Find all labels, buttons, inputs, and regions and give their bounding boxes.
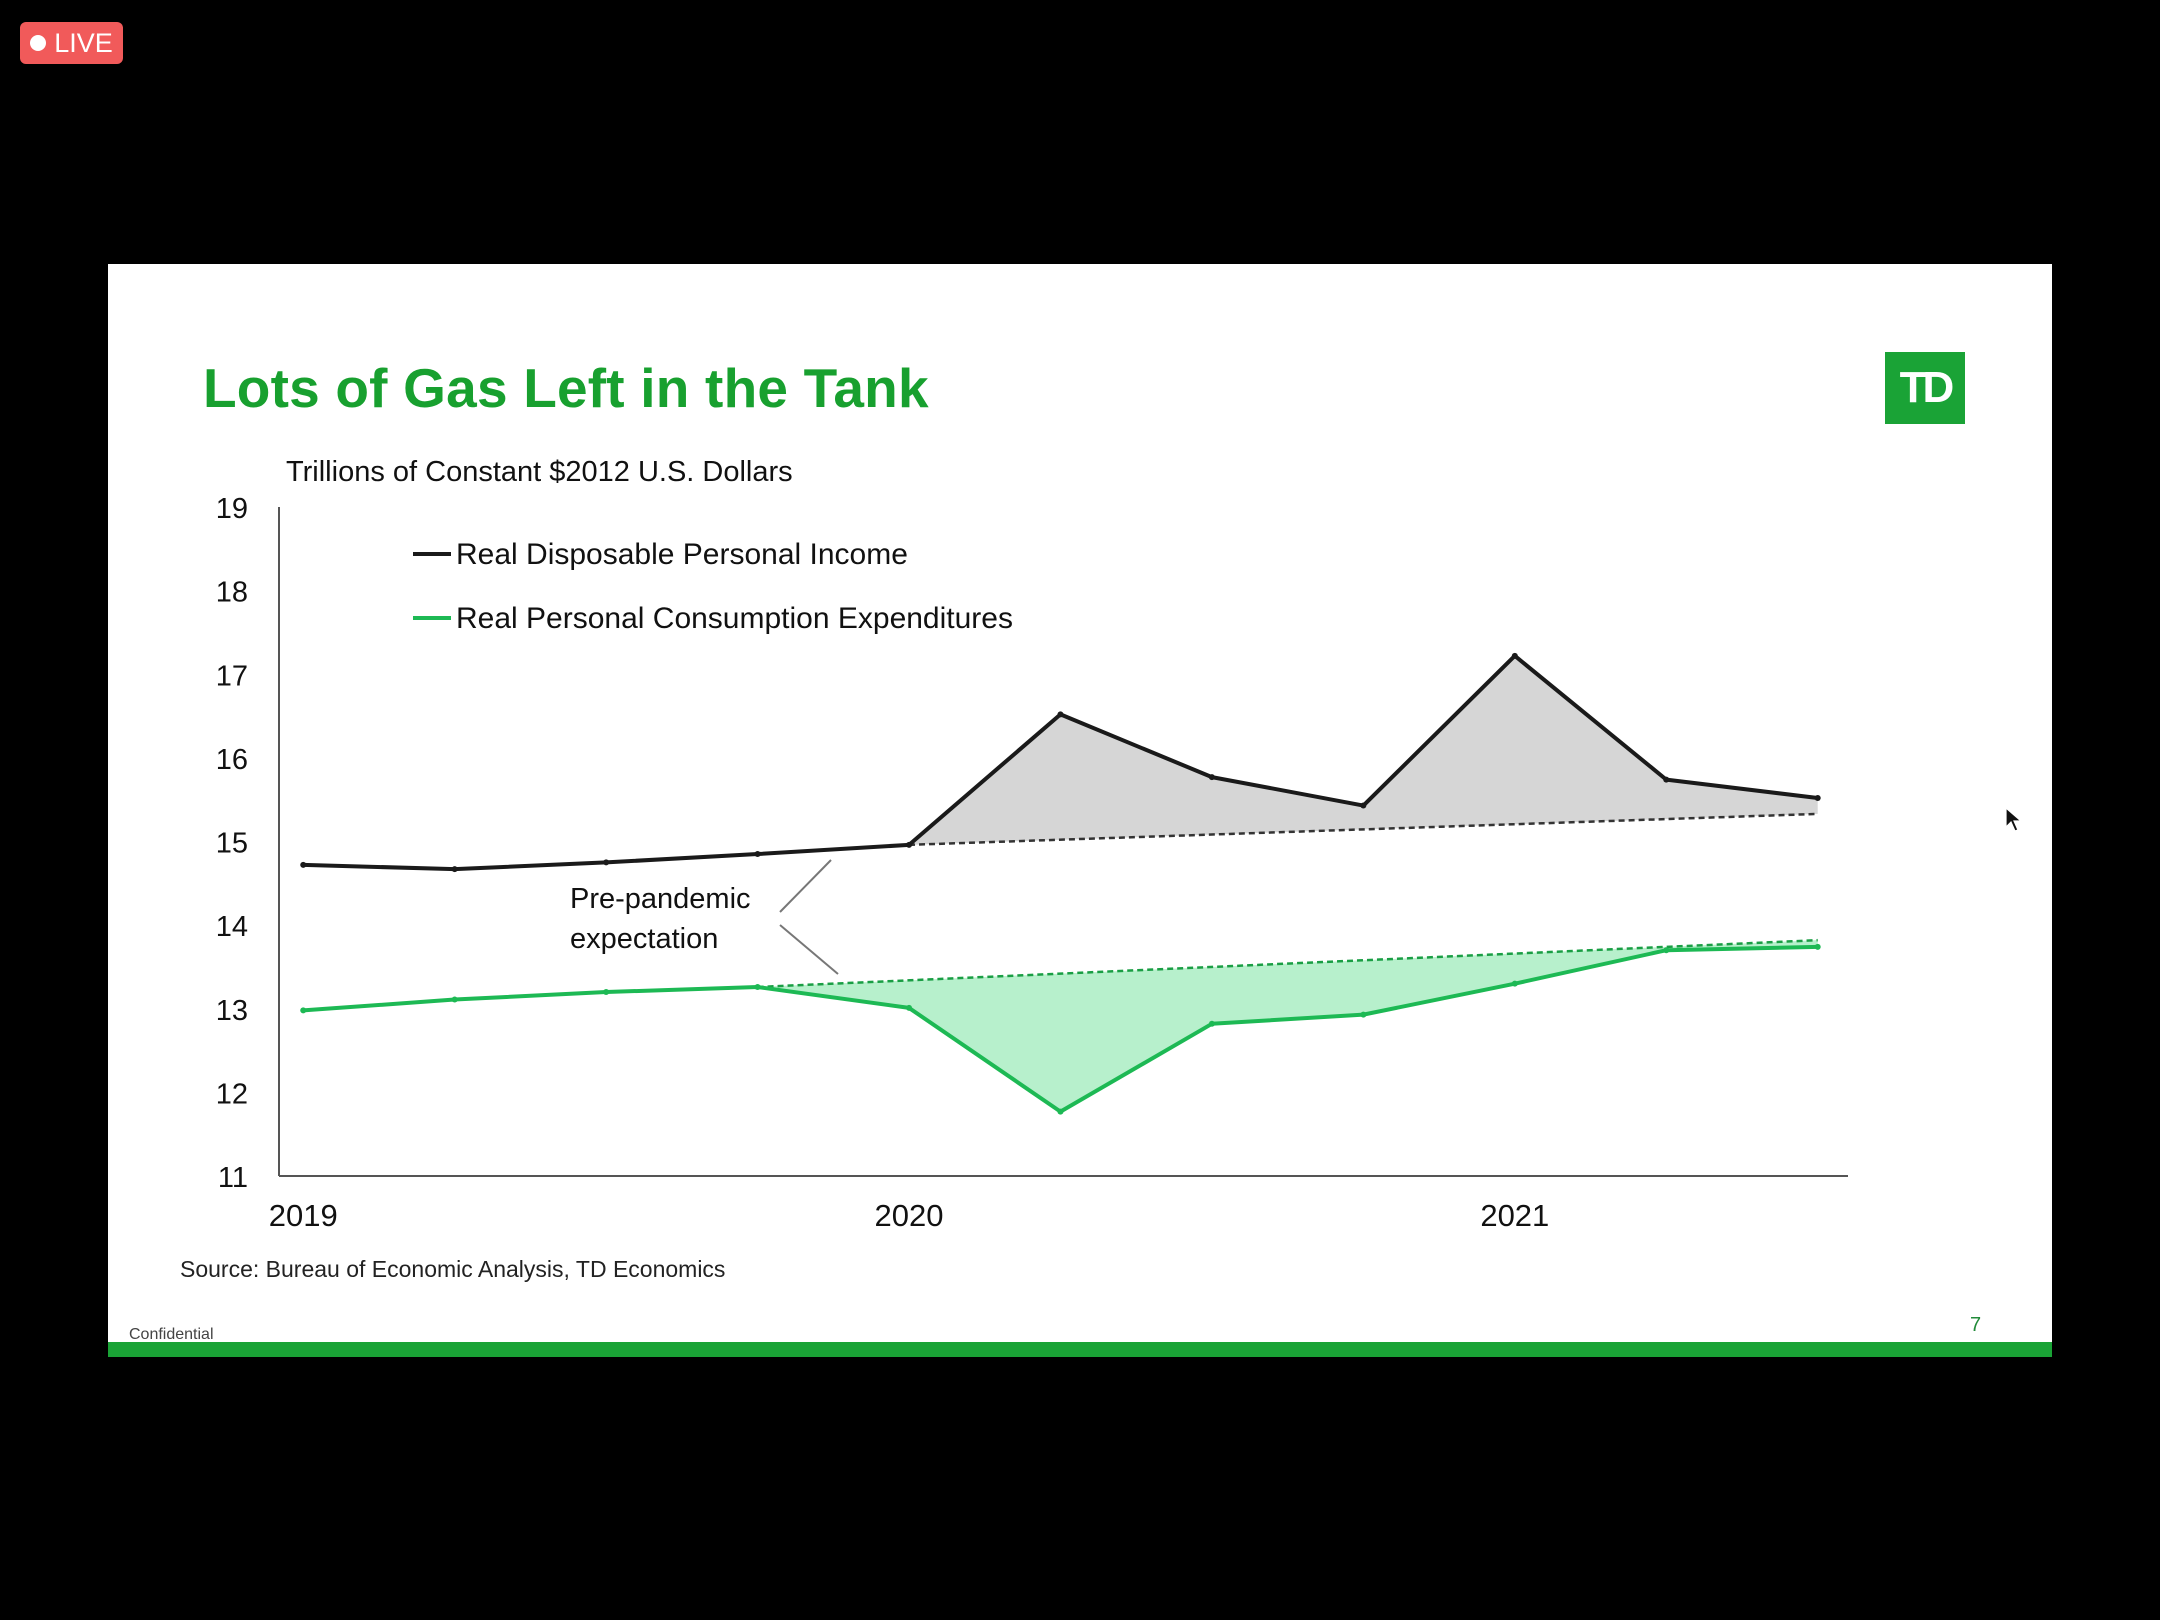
data-point: [300, 1007, 307, 1014]
legend-label: Real Disposable Personal Income: [456, 538, 908, 571]
data-point: [603, 989, 610, 996]
y-tick-label: 19: [216, 493, 248, 525]
income-gap-area: [909, 655, 1818, 845]
presentation-slide: Lots of Gas Left in the Tank TD Trillion…: [108, 264, 2052, 1357]
data-point: [603, 859, 610, 866]
income-trend-line: [908, 812, 1818, 847]
data-point: [1663, 947, 1670, 954]
confidential-label: Confidential: [129, 1326, 214, 1343]
slide-title: Lots of Gas Left in the Tank: [203, 357, 929, 419]
data-point: [754, 851, 761, 858]
record-dot-icon: [30, 35, 47, 51]
y-tick-label: 16: [216, 744, 248, 776]
data-point: [1663, 776, 1670, 783]
data-point: [1208, 774, 1215, 781]
annotation-label: expectation: [570, 923, 718, 955]
data-point: [906, 841, 913, 848]
td-logo: TD: [1885, 352, 1965, 424]
data-point: [300, 861, 307, 868]
data-point: [1057, 1108, 1064, 1115]
data-point: [754, 984, 761, 991]
data-point: [451, 996, 458, 1003]
data-point: [1208, 1020, 1215, 1027]
source-note: Source: Bureau of Economic Analysis, TD …: [180, 1256, 726, 1282]
y-axis-title: Trillions of Constant $2012 U.S. Dollars: [286, 456, 793, 488]
legend-label: Real Personal Consumption Expenditures: [456, 602, 1013, 635]
brand-footer-bar: [108, 1342, 2052, 1357]
data-point: [451, 866, 458, 873]
annotation-label: Pre-pandemic: [570, 883, 751, 915]
data-point: [1360, 802, 1367, 809]
data-point: [1511, 652, 1518, 659]
live-label: LIVE: [54, 27, 113, 58]
x-tick-label: 2019: [269, 1198, 338, 1233]
consumption-gap-area: [757, 940, 1818, 1112]
annotation-leader-upper: [779, 859, 832, 913]
data-point: [1814, 943, 1821, 950]
y-tick-label: 14: [216, 911, 248, 943]
line-chart: Trillions of Constant $2012 U.S. Dollars…: [216, 456, 1848, 1233]
data-point: [1360, 1011, 1367, 1018]
data-point: [1814, 795, 1821, 802]
data-point: [1511, 980, 1518, 987]
y-tick-label: 11: [218, 1162, 248, 1194]
mouse-pointer-icon: [2005, 807, 2023, 832]
annotation-leader-lower: [779, 924, 839, 975]
y-tick-label: 18: [216, 577, 248, 609]
x-tick-label: 2020: [875, 1198, 944, 1233]
y-tick-label: 15: [216, 828, 248, 860]
data-point: [1057, 711, 1064, 718]
data-point: [906, 1004, 913, 1011]
y-tick-label: 12: [216, 1078, 248, 1110]
y-tick-label: 13: [216, 995, 248, 1027]
page-number: 7: [1970, 1314, 1982, 1336]
consumption-trend-line: [757, 938, 1818, 989]
x-tick-label: 2021: [1480, 1198, 1549, 1233]
y-tick-label: 17: [216, 660, 248, 692]
live-badge: LIVE: [20, 22, 123, 64]
